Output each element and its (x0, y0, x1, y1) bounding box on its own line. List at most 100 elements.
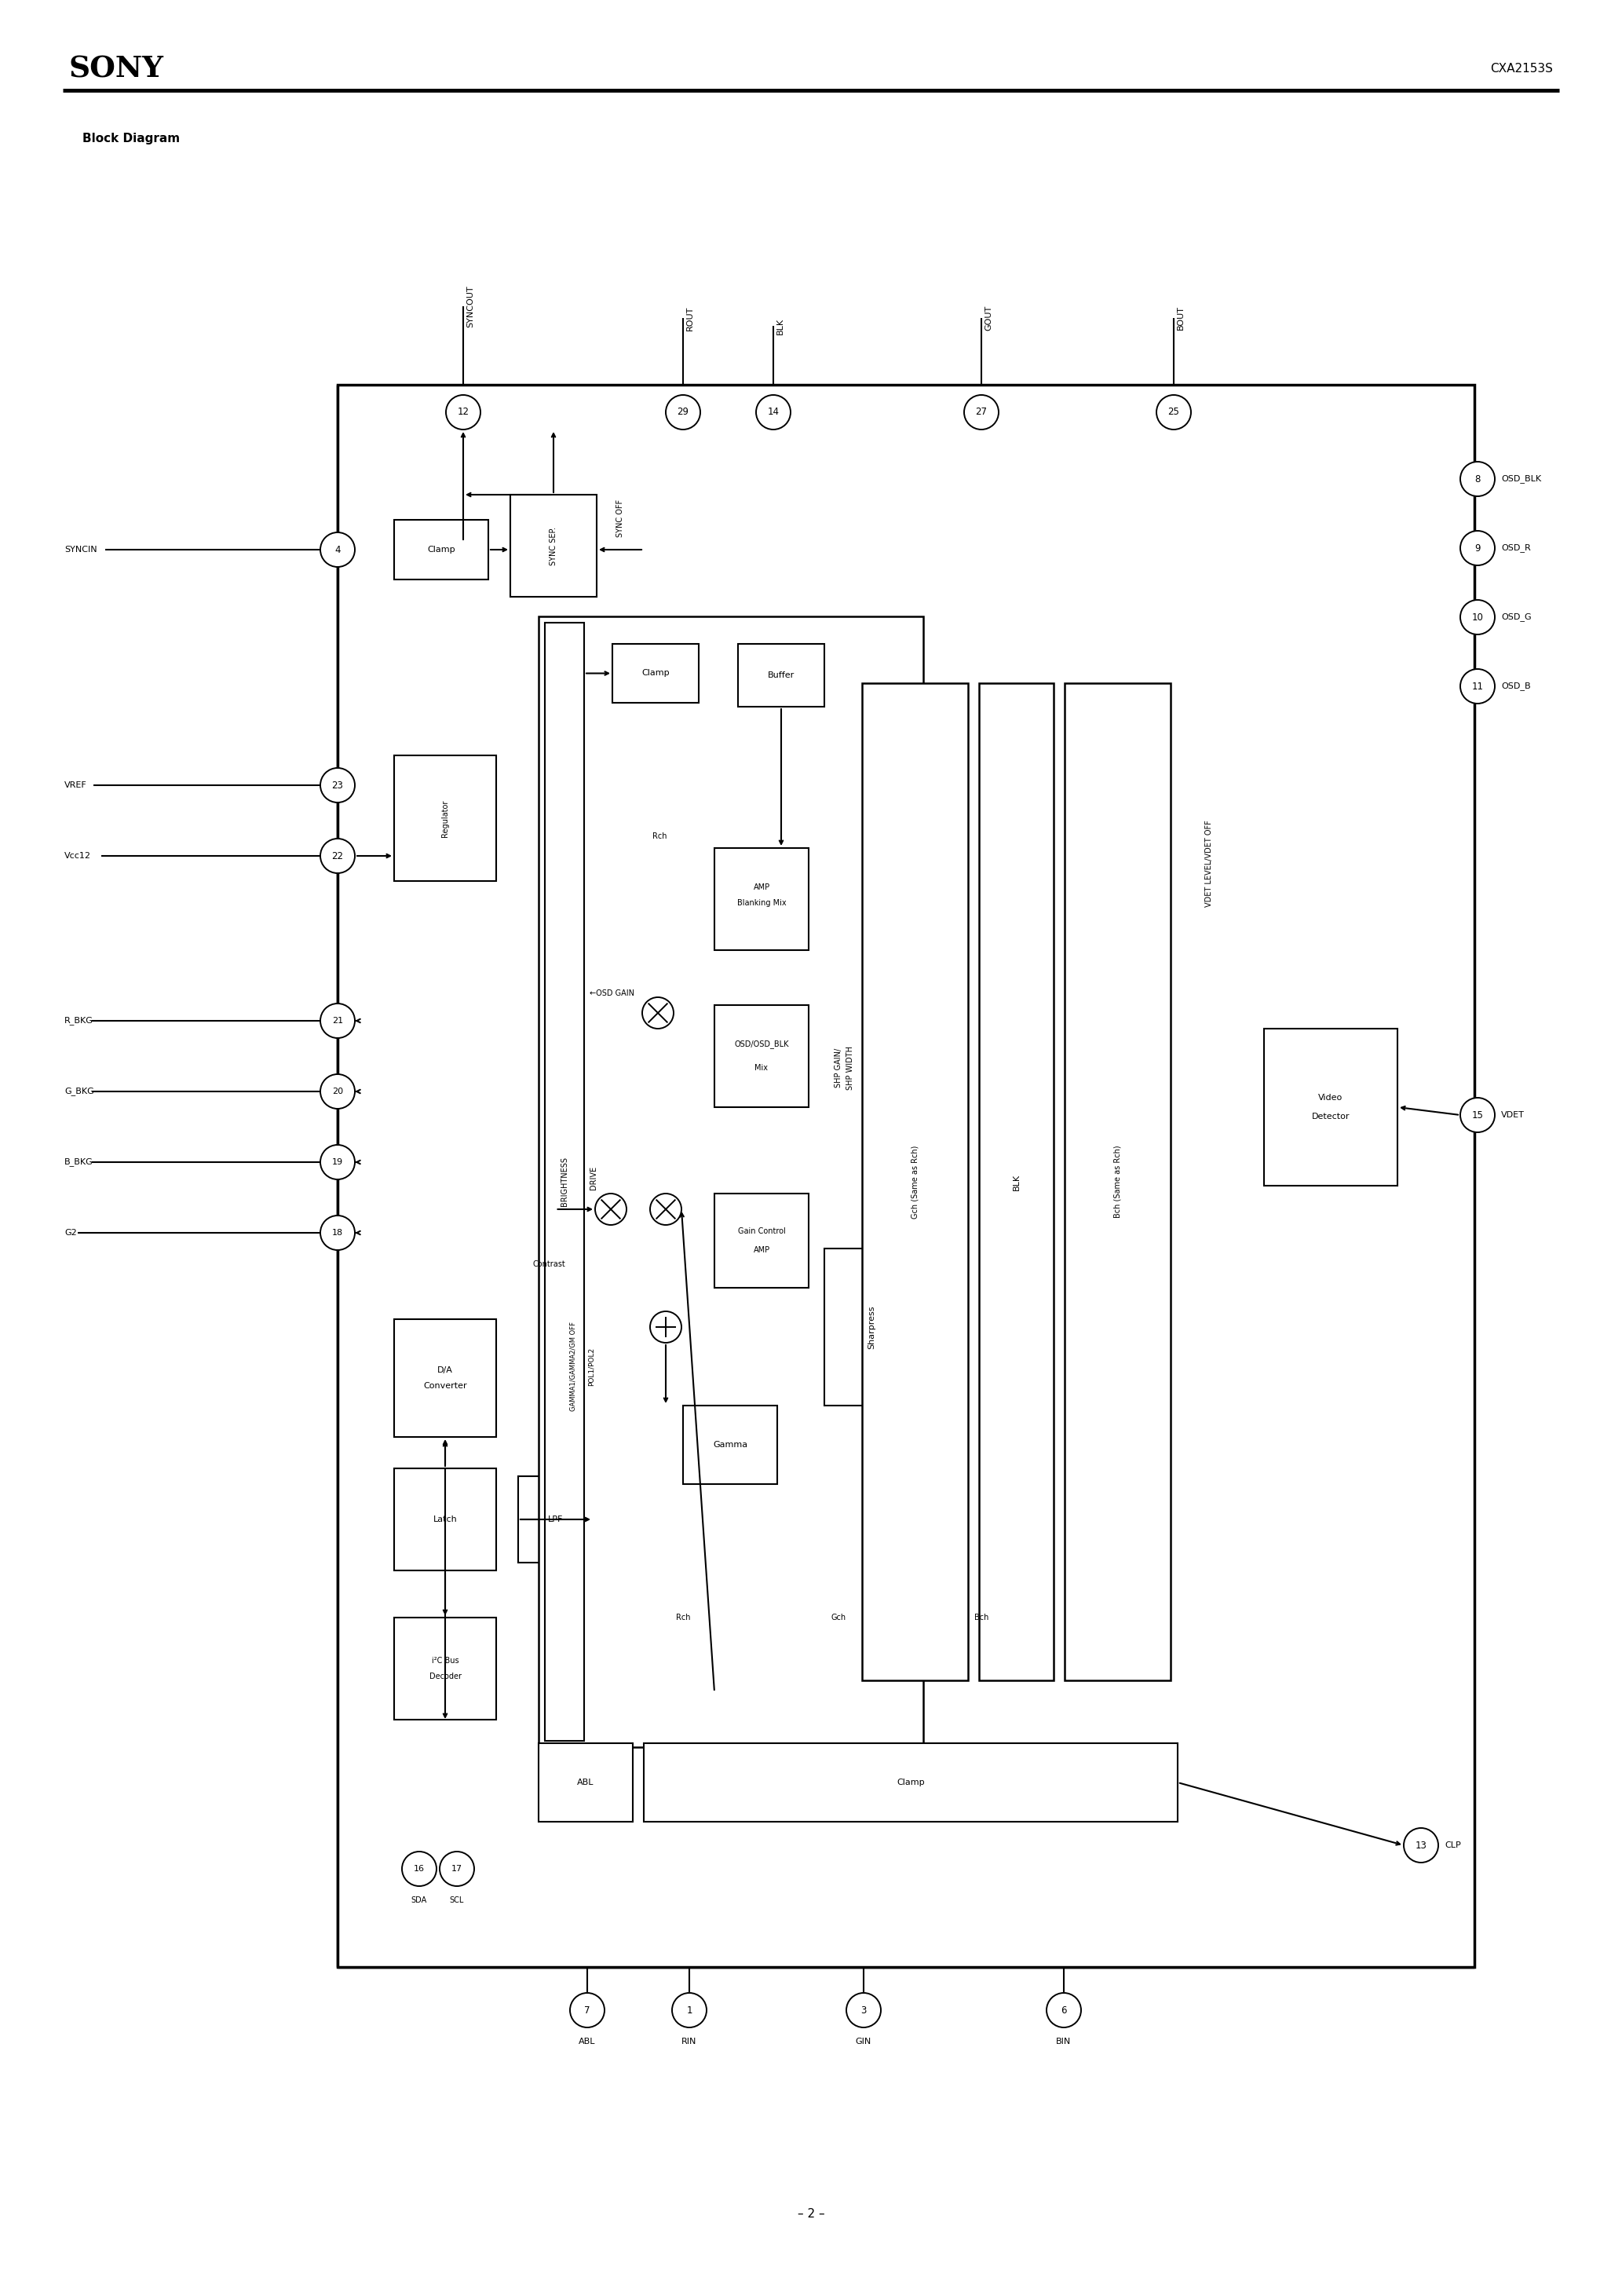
Bar (861, 684, 968, 1681)
Text: ABL: ABL (579, 2037, 595, 2046)
Text: Clamp: Clamp (427, 546, 456, 553)
Text: RIN: RIN (681, 2037, 697, 2046)
Text: Gch: Gch (830, 1614, 847, 1621)
Text: SDA: SDA (412, 1896, 427, 1903)
Text: SYNC OFF: SYNC OFF (616, 498, 624, 537)
Bar (511, 494, 597, 597)
Text: Gain Control: Gain Control (738, 1228, 785, 1235)
Text: GIN: GIN (856, 2037, 871, 2046)
Bar (394, 1469, 496, 1570)
Circle shape (1460, 461, 1495, 496)
Text: 11: 11 (1471, 682, 1484, 691)
Text: 23: 23 (333, 781, 344, 790)
Text: BOUT: BOUT (1178, 305, 1184, 331)
Bar (394, 1320, 496, 1437)
Text: SCL: SCL (449, 1896, 464, 1903)
Bar (824, 1249, 918, 1405)
Circle shape (650, 1311, 681, 1343)
Circle shape (672, 1993, 707, 2027)
Text: AMP: AMP (753, 1247, 770, 1254)
Text: Sharpress: Sharpress (868, 1304, 876, 1348)
Text: ABL: ABL (577, 1779, 594, 1786)
Text: Bch: Bch (975, 1614, 988, 1621)
Circle shape (1046, 1993, 1082, 2027)
Text: 16: 16 (414, 1864, 425, 1874)
Text: SONY: SONY (70, 55, 164, 83)
Text: B_BKG: B_BKG (65, 1157, 92, 1166)
Text: 17: 17 (451, 1864, 462, 1874)
Text: i²C Bus: i²C Bus (431, 1658, 459, 1665)
Bar (714, 1006, 809, 1107)
Circle shape (320, 533, 355, 567)
Text: 13: 13 (1414, 1839, 1427, 1851)
Text: 10: 10 (1471, 613, 1484, 622)
Text: Decoder: Decoder (430, 1671, 461, 1681)
Text: BLK: BLK (777, 317, 785, 335)
Text: SYNCOUT: SYNCOUT (467, 285, 474, 328)
Text: 6: 6 (1061, 2004, 1067, 2016)
Text: VDET LEVEL/VDET OFF: VDET LEVEL/VDET OFF (1205, 820, 1213, 907)
Circle shape (1403, 1828, 1439, 1862)
Circle shape (446, 395, 480, 429)
Text: CXA2153S: CXA2153S (1491, 64, 1552, 76)
Text: Latch: Latch (433, 1515, 457, 1522)
Text: BRIGHTNESS: BRIGHTNESS (561, 1157, 568, 1205)
Circle shape (320, 838, 355, 872)
Text: ROUT: ROUT (686, 305, 694, 331)
Text: 7: 7 (584, 2004, 590, 2016)
Text: 21: 21 (333, 1017, 344, 1024)
Bar (738, 643, 824, 707)
Text: SHP WIDTH: SHP WIDTH (847, 1047, 855, 1091)
Bar (980, 684, 1054, 1681)
Circle shape (320, 1146, 355, 1180)
Bar (613, 643, 699, 703)
Circle shape (320, 767, 355, 804)
Text: Block Diagram: Block Diagram (83, 133, 180, 145)
Bar (394, 519, 488, 579)
Text: Contrast: Contrast (532, 1261, 564, 1267)
Text: OSD_G: OSD_G (1500, 613, 1531, 622)
Text: G_BKG: G_BKG (65, 1088, 94, 1095)
Bar (394, 755, 496, 882)
Bar (337, 386, 1474, 1968)
Text: GOUT: GOUT (985, 305, 993, 331)
Text: AMP: AMP (753, 884, 770, 891)
Text: Detector: Detector (1312, 1114, 1350, 1120)
Text: 22: 22 (333, 852, 344, 861)
Text: OSD_B: OSD_B (1500, 682, 1531, 691)
Text: Bch (Same as Rch): Bch (Same as Rch) (1114, 1146, 1121, 1219)
Text: Buffer: Buffer (767, 670, 795, 680)
Text: 14: 14 (767, 406, 779, 418)
Text: Gamma: Gamma (712, 1442, 748, 1449)
Text: ←OSD GAIN: ←OSD GAIN (590, 990, 634, 996)
Text: 29: 29 (676, 406, 689, 418)
Circle shape (847, 1993, 881, 2027)
Text: OSD/OSD_BLK: OSD/OSD_BLK (735, 1040, 788, 1049)
Bar (1264, 1029, 1398, 1185)
Text: Vcc12: Vcc12 (65, 852, 91, 859)
Bar (394, 1619, 496, 1720)
Text: – 2 –: – 2 – (798, 2209, 824, 2220)
Text: Video: Video (1319, 1093, 1343, 1102)
Circle shape (642, 996, 673, 1029)
Text: 1: 1 (686, 2004, 693, 2016)
Text: Clamp: Clamp (642, 670, 670, 677)
Bar (714, 847, 809, 951)
Text: 27: 27 (975, 406, 988, 418)
Circle shape (1460, 599, 1495, 634)
Text: BIN: BIN (1056, 2037, 1072, 2046)
Text: 15: 15 (1471, 1109, 1484, 1120)
Bar (1064, 684, 1171, 1681)
Text: D/A: D/A (438, 1366, 453, 1373)
Circle shape (756, 395, 790, 429)
Text: SHP GAIN/: SHP GAIN/ (835, 1049, 842, 1088)
Bar (539, 615, 923, 1747)
Circle shape (320, 1215, 355, 1249)
Bar (539, 1743, 633, 1821)
Circle shape (569, 1993, 605, 2027)
Bar (644, 1743, 1178, 1821)
Text: Converter: Converter (423, 1382, 467, 1389)
Circle shape (1156, 395, 1191, 429)
Text: 4: 4 (334, 544, 341, 556)
Circle shape (440, 1851, 474, 1885)
